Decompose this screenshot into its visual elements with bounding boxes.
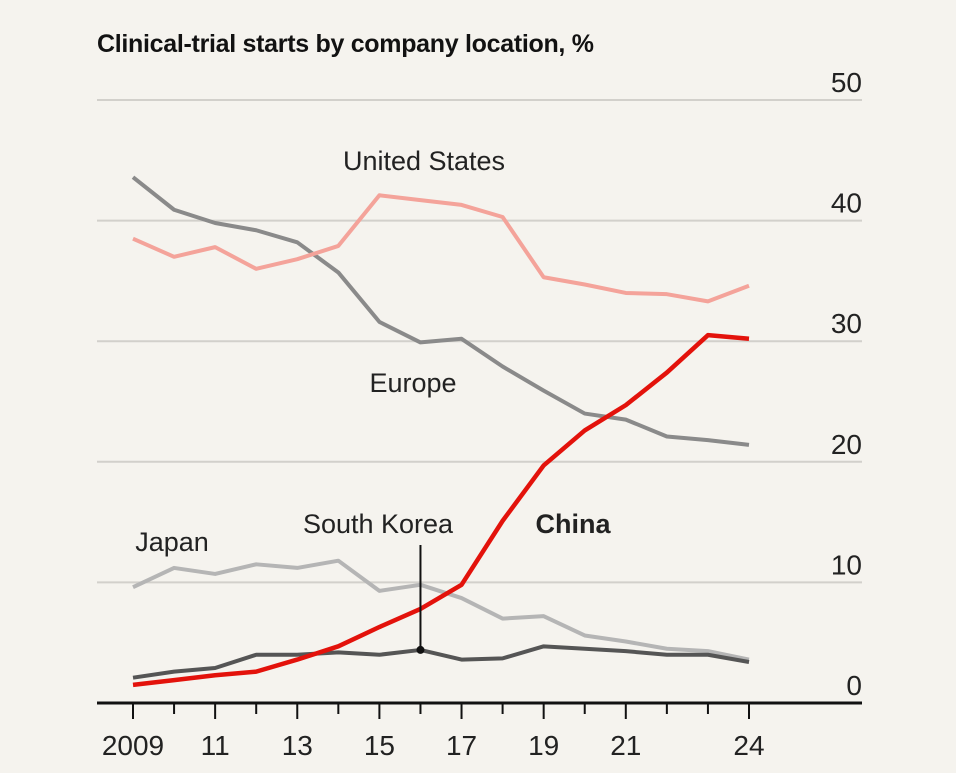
y-tick-label: 40 <box>831 188 862 219</box>
x-tick-label: 13 <box>282 730 313 761</box>
x-tick-label: 11 <box>201 730 230 761</box>
series-label-japan: Japan <box>135 527 209 557</box>
south-korea-marker <box>416 645 425 654</box>
series-line-europe <box>131 175 750 447</box>
y-tick-label: 30 <box>831 308 862 339</box>
x-tick-label: 19 <box>528 730 559 761</box>
series-label-south-korea: South Korea <box>303 509 454 539</box>
chart-title: Clinical-trial starts by company locatio… <box>97 30 594 58</box>
series-line-south-korea <box>132 644 750 680</box>
x-tick-label: 15 <box>364 730 395 761</box>
series-line-japan <box>132 558 750 662</box>
y-tick-label: 10 <box>831 549 862 580</box>
series-label-china: China <box>535 509 611 539</box>
series-line-china <box>132 332 750 688</box>
series-line-united-states <box>132 193 750 304</box>
x-tick-label: 2009 <box>102 730 164 761</box>
y-tick-label: 0 <box>846 670 862 701</box>
series-label-europe: Europe <box>369 368 456 398</box>
series-label-united-states: United States <box>343 146 505 176</box>
x-tick-label: 17 <box>446 730 477 761</box>
y-tick-label: 20 <box>831 429 862 460</box>
x-tick-label: 21 <box>610 730 641 761</box>
y-tick-label: 50 <box>831 67 862 98</box>
x-tick-label: 24 <box>733 730 764 761</box>
